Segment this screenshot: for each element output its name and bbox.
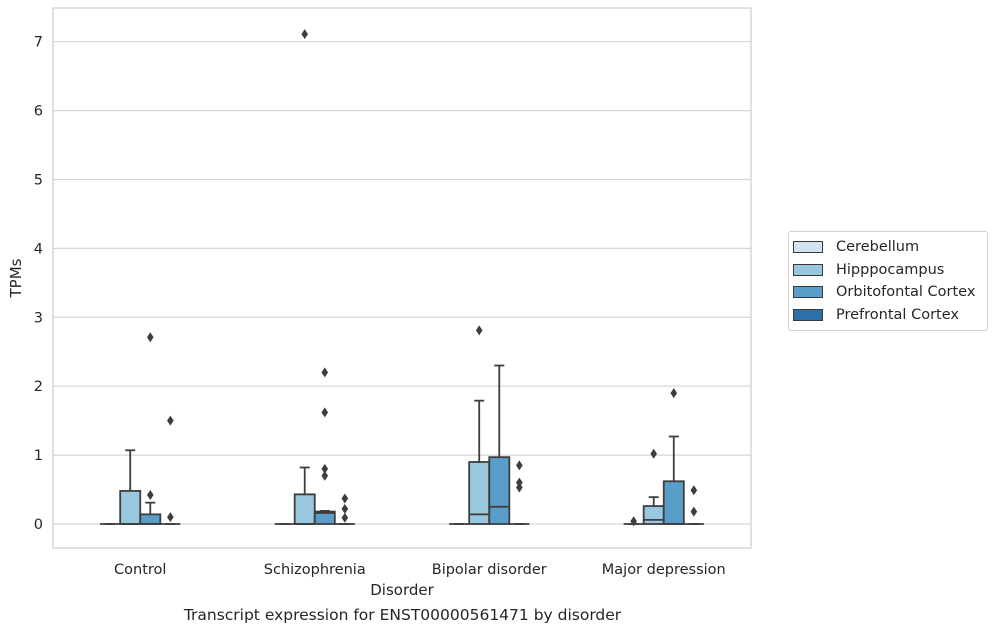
- box-hipppocampus: [293, 29, 316, 525]
- x-tick-label: Schizophrenia: [264, 562, 366, 578]
- outlier-point: [321, 367, 329, 378]
- legend-item: Cerebellum: [789, 236, 987, 259]
- legend-swatch: [793, 308, 823, 321]
- box-prefrontal-cortex: [683, 485, 704, 525]
- outlier-point: [146, 332, 154, 343]
- outlier-point: [146, 490, 154, 501]
- y-tick-label: 4: [34, 241, 43, 257]
- outlier-point: [321, 407, 329, 418]
- box-iqr: [119, 490, 142, 525]
- y-axis-ticks: 0 1 2 3 4 5 6 7: [34, 35, 43, 533]
- x-axis-label: Disorder: [370, 581, 434, 599]
- legend-item: Prefrontal Cortex: [789, 304, 987, 327]
- y-tick-label: 2: [34, 379, 43, 395]
- outlier-point: [301, 29, 309, 40]
- x-axis-ticks: Control Schizophrenia Bipolar disorder Majo…: [114, 562, 726, 578]
- outlier-point: [630, 516, 637, 527]
- outlier-point: [341, 493, 349, 504]
- box-orbitofontal-cortex: [139, 332, 162, 525]
- box-orbitofontal-cortex: [662, 388, 685, 525]
- y-tick-label: 6: [34, 104, 43, 120]
- legend-label: Orbitofontal Cortex: [836, 284, 976, 301]
- box-hipppocampus: [119, 449, 142, 525]
- box-hipppocampus: [468, 325, 491, 525]
- legend-label: Hipppocampus: [836, 261, 945, 278]
- box-iqr: [293, 493, 316, 525]
- y-tick-label: 7: [34, 35, 43, 51]
- outlier-point: [516, 477, 523, 488]
- legend-swatch: [793, 263, 823, 276]
- box-iqr: [662, 480, 685, 525]
- box-iqr: [642, 505, 665, 525]
- outlier-point: [516, 460, 523, 471]
- figure-caption: Transcript expression for ENST0000056147…: [183, 606, 622, 624]
- x-tick-label: Bipolar disorder: [432, 562, 547, 578]
- box-hipppocampus: [642, 448, 665, 525]
- outlier-point: [341, 512, 349, 523]
- outlier-point: [167, 415, 174, 426]
- plot-area-frame: [52, 7, 752, 549]
- y-tick-label: 5: [34, 173, 43, 189]
- y-tick-label: 1: [34, 448, 43, 464]
- outlier-point: [167, 512, 174, 523]
- gridlines: [53, 41, 751, 525]
- x-tick-label: Major depression: [602, 562, 726, 578]
- legend-label: Cerebellum: [836, 239, 920, 256]
- legend-item: Orbitofontal Cortex: [789, 281, 987, 304]
- box-iqr: [139, 513, 162, 525]
- box-prefrontal-cortex: [160, 415, 181, 525]
- outlier-point: [690, 485, 698, 496]
- box-groups: [100, 29, 704, 527]
- box-iqr: [313, 510, 336, 525]
- outlier-point: [690, 506, 698, 517]
- outlier-point: [670, 388, 678, 399]
- outlier-point: [321, 470, 329, 481]
- y-tick-label: 0: [34, 517, 43, 533]
- box-prefrontal-cortex: [334, 493, 355, 525]
- legend: Cerebellum Hipppocampus Orbitofontal Corte…: [788, 231, 988, 331]
- outlier-point: [341, 503, 349, 514]
- outlier-point: [650, 448, 658, 459]
- x-tick-label: Control: [114, 562, 166, 578]
- outlier-point: [475, 325, 483, 336]
- legend-swatch: [793, 286, 823, 299]
- box-cerebellum: [623, 516, 644, 527]
- box-orbitofontal-cortex: [313, 367, 336, 525]
- box-prefrontal-cortex: [509, 460, 530, 525]
- box-iqr: [488, 456, 511, 525]
- legend-item: Hipppocampus: [789, 259, 987, 282]
- y-tick-label: 3: [34, 310, 43, 326]
- outlier-point: [321, 463, 329, 474]
- y-axis-label: TPMs: [7, 258, 25, 298]
- legend-swatch: [793, 241, 823, 254]
- legend-label: Prefrontal Cortex: [836, 306, 959, 323]
- box-orbitofontal-cortex: [488, 364, 511, 525]
